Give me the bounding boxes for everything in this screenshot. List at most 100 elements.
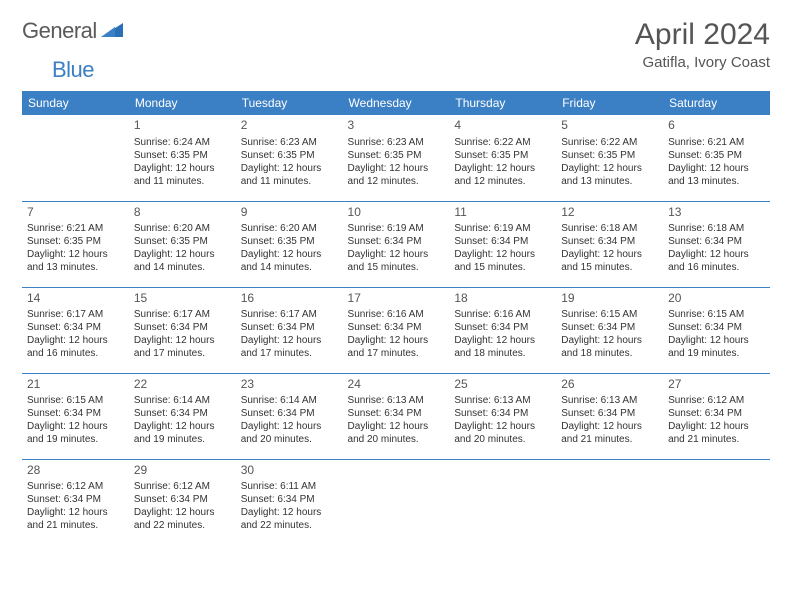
- day-info: Sunrise: 6:16 AMSunset: 6:34 PMDaylight:…: [454, 308, 551, 360]
- day-info: Sunrise: 6:17 AMSunset: 6:34 PMDaylight:…: [134, 308, 231, 360]
- daylight-text: Daylight: 12 hours and 21 minutes.: [27, 506, 124, 532]
- daylight-text: Daylight: 12 hours and 15 minutes.: [348, 248, 445, 274]
- daylight-text: Daylight: 12 hours and 20 minutes.: [348, 420, 445, 446]
- sunset-text: Sunset: 6:35 PM: [561, 149, 658, 162]
- sunset-text: Sunset: 6:34 PM: [348, 321, 445, 334]
- sunset-text: Sunset: 6:34 PM: [241, 321, 338, 334]
- day-info: Sunrise: 6:21 AMSunset: 6:35 PMDaylight:…: [27, 222, 124, 274]
- sunset-text: Sunset: 6:35 PM: [241, 235, 338, 248]
- sunset-text: Sunset: 6:34 PM: [27, 321, 124, 334]
- daylight-text: Daylight: 12 hours and 19 minutes.: [27, 420, 124, 446]
- sunrise-text: Sunrise: 6:11 AM: [241, 480, 338, 493]
- sunset-text: Sunset: 6:34 PM: [561, 321, 658, 334]
- sunrise-text: Sunrise: 6:13 AM: [454, 394, 551, 407]
- calendar-cell: 11Sunrise: 6:19 AMSunset: 6:34 PMDayligh…: [449, 201, 556, 287]
- sunrise-text: Sunrise: 6:21 AM: [668, 136, 765, 149]
- calendar-row: 21Sunrise: 6:15 AMSunset: 6:34 PMDayligh…: [22, 373, 770, 459]
- sunrise-text: Sunrise: 6:14 AM: [241, 394, 338, 407]
- sunset-text: Sunset: 6:35 PM: [454, 149, 551, 162]
- daylight-text: Daylight: 12 hours and 18 minutes.: [454, 334, 551, 360]
- location: Gatifla, Ivory Coast: [635, 54, 770, 71]
- day-number: 26: [561, 377, 658, 393]
- day-info: Sunrise: 6:12 AMSunset: 6:34 PMDaylight:…: [134, 480, 231, 532]
- sunrise-text: Sunrise: 6:12 AM: [27, 480, 124, 493]
- calendar-cell: 6 Sunrise: 6:21 AMSunset: 6:35 PMDaylight…: [663, 115, 770, 201]
- day-info: Sunrise: 6:13 AMSunset: 6:34 PMDaylight:…: [454, 394, 551, 446]
- sunrise-text: Sunrise: 6:15 AM: [561, 308, 658, 321]
- day-number: 17: [348, 291, 445, 307]
- calendar-cell: 21Sunrise: 6:15 AMSunset: 6:34 PMDayligh…: [22, 373, 129, 459]
- sunrise-text: Sunrise: 6:24 AM: [134, 136, 231, 149]
- day-number: 22: [134, 377, 231, 393]
- calendar-cell: [663, 459, 770, 545]
- sunset-text: Sunset: 6:34 PM: [134, 321, 231, 334]
- calendar-cell: 1 Sunrise: 6:24 AMSunset: 6:35 PMDaylight…: [129, 115, 236, 201]
- daylight-text: Daylight: 12 hours and 16 minutes.: [668, 248, 765, 274]
- day-header: Monday: [129, 91, 236, 115]
- day-info: Sunrise: 6:14 AMSunset: 6:34 PMDaylight:…: [241, 394, 338, 446]
- calendar-cell: 19Sunrise: 6:15 AMSunset: 6:34 PMDayligh…: [556, 287, 663, 373]
- sunset-text: Sunset: 6:34 PM: [454, 235, 551, 248]
- daylight-text: Daylight: 12 hours and 12 minutes.: [454, 162, 551, 188]
- month-title: April 2024: [635, 18, 770, 52]
- daylight-text: Daylight: 12 hours and 21 minutes.: [668, 420, 765, 446]
- sunset-text: Sunset: 6:34 PM: [134, 407, 231, 420]
- logo: General: [22, 18, 125, 44]
- calendar-cell: 30Sunrise: 6:11 AMSunset: 6:34 PMDayligh…: [236, 459, 343, 545]
- sunset-text: Sunset: 6:34 PM: [668, 407, 765, 420]
- day-info: Sunrise: 6:12 AMSunset: 6:34 PMDaylight:…: [668, 394, 765, 446]
- title-block: April 2024 Gatifla, Ivory Coast: [635, 18, 770, 71]
- daylight-text: Daylight: 12 hours and 20 minutes.: [454, 420, 551, 446]
- day-number: 4: [454, 118, 551, 134]
- day-number: 8: [134, 205, 231, 221]
- daylight-text: Daylight: 12 hours and 13 minutes.: [668, 162, 765, 188]
- day-number: 6: [668, 118, 765, 134]
- sunrise-text: Sunrise: 6:19 AM: [454, 222, 551, 235]
- daylight-text: Daylight: 12 hours and 20 minutes.: [241, 420, 338, 446]
- day-number: 29: [134, 463, 231, 479]
- calendar-cell: 10Sunrise: 6:19 AMSunset: 6:34 PMDayligh…: [343, 201, 450, 287]
- calendar-cell: 25Sunrise: 6:13 AMSunset: 6:34 PMDayligh…: [449, 373, 556, 459]
- sunset-text: Sunset: 6:35 PM: [241, 149, 338, 162]
- sunrise-text: Sunrise: 6:14 AM: [134, 394, 231, 407]
- sunset-text: Sunset: 6:34 PM: [241, 407, 338, 420]
- sunset-text: Sunset: 6:34 PM: [348, 235, 445, 248]
- daylight-text: Daylight: 12 hours and 15 minutes.: [561, 248, 658, 274]
- calendar-row: 28Sunrise: 6:12 AMSunset: 6:34 PMDayligh…: [22, 459, 770, 545]
- daylight-text: Daylight: 12 hours and 11 minutes.: [134, 162, 231, 188]
- calendar-cell: 7Sunrise: 6:21 AMSunset: 6:35 PMDaylight…: [22, 201, 129, 287]
- day-info: Sunrise: 6:11 AMSunset: 6:34 PMDaylight:…: [241, 480, 338, 532]
- sunset-text: Sunset: 6:34 PM: [27, 493, 124, 506]
- day-header: Tuesday: [236, 91, 343, 115]
- sunrise-text: Sunrise: 6:18 AM: [668, 222, 765, 235]
- sunset-text: Sunset: 6:34 PM: [668, 235, 765, 248]
- daylight-text: Daylight: 12 hours and 15 minutes.: [454, 248, 551, 274]
- calendar-cell: 27Sunrise: 6:12 AMSunset: 6:34 PMDayligh…: [663, 373, 770, 459]
- calendar-cell: [449, 459, 556, 545]
- calendar-cell: 2Sunrise: 6:23 AMSunset: 6:35 PMDaylight…: [236, 115, 343, 201]
- calendar-table: Sunday Monday Tuesday Wednesday Thursday…: [22, 91, 770, 545]
- sunrise-text: Sunrise: 6:20 AM: [241, 222, 338, 235]
- day-info: Sunrise: 6:13 AMSunset: 6:34 PMDaylight:…: [348, 394, 445, 446]
- day-info: Sunrise: 6:22 AMSunset: 6:35 PMDaylight:…: [561, 136, 658, 188]
- sunrise-text: Sunrise: 6:15 AM: [668, 308, 765, 321]
- day-info: Sunrise: 6:22 AMSunset: 6:35 PMDaylight:…: [454, 136, 551, 188]
- day-number: 30: [241, 463, 338, 479]
- day-number: 24: [348, 377, 445, 393]
- day-number: 28: [27, 463, 124, 479]
- day-info: Sunrise: 6:24 AMSunset: 6:35 PMDaylight:…: [134, 136, 231, 188]
- day-number: 27: [668, 377, 765, 393]
- sunrise-text: Sunrise: 6:13 AM: [348, 394, 445, 407]
- daylight-text: Daylight: 12 hours and 22 minutes.: [134, 506, 231, 532]
- day-header: Wednesday: [343, 91, 450, 115]
- logo-triangle-icon: [101, 21, 123, 42]
- sunrise-text: Sunrise: 6:12 AM: [668, 394, 765, 407]
- calendar-cell: 17Sunrise: 6:16 AMSunset: 6:34 PMDayligh…: [343, 287, 450, 373]
- sunrise-text: Sunrise: 6:19 AM: [348, 222, 445, 235]
- day-number: 1: [134, 118, 231, 134]
- calendar-cell: 12Sunrise: 6:18 AMSunset: 6:34 PMDayligh…: [556, 201, 663, 287]
- day-info: Sunrise: 6:21 AMSunset: 6:35 PMDaylight:…: [668, 136, 765, 188]
- day-info: Sunrise: 6:12 AMSunset: 6:34 PMDaylight:…: [27, 480, 124, 532]
- calendar-cell: 4 Sunrise: 6:22 AMSunset: 6:35 PMDaylight…: [449, 115, 556, 201]
- calendar-cell: 23Sunrise: 6:14 AMSunset: 6:34 PMDayligh…: [236, 373, 343, 459]
